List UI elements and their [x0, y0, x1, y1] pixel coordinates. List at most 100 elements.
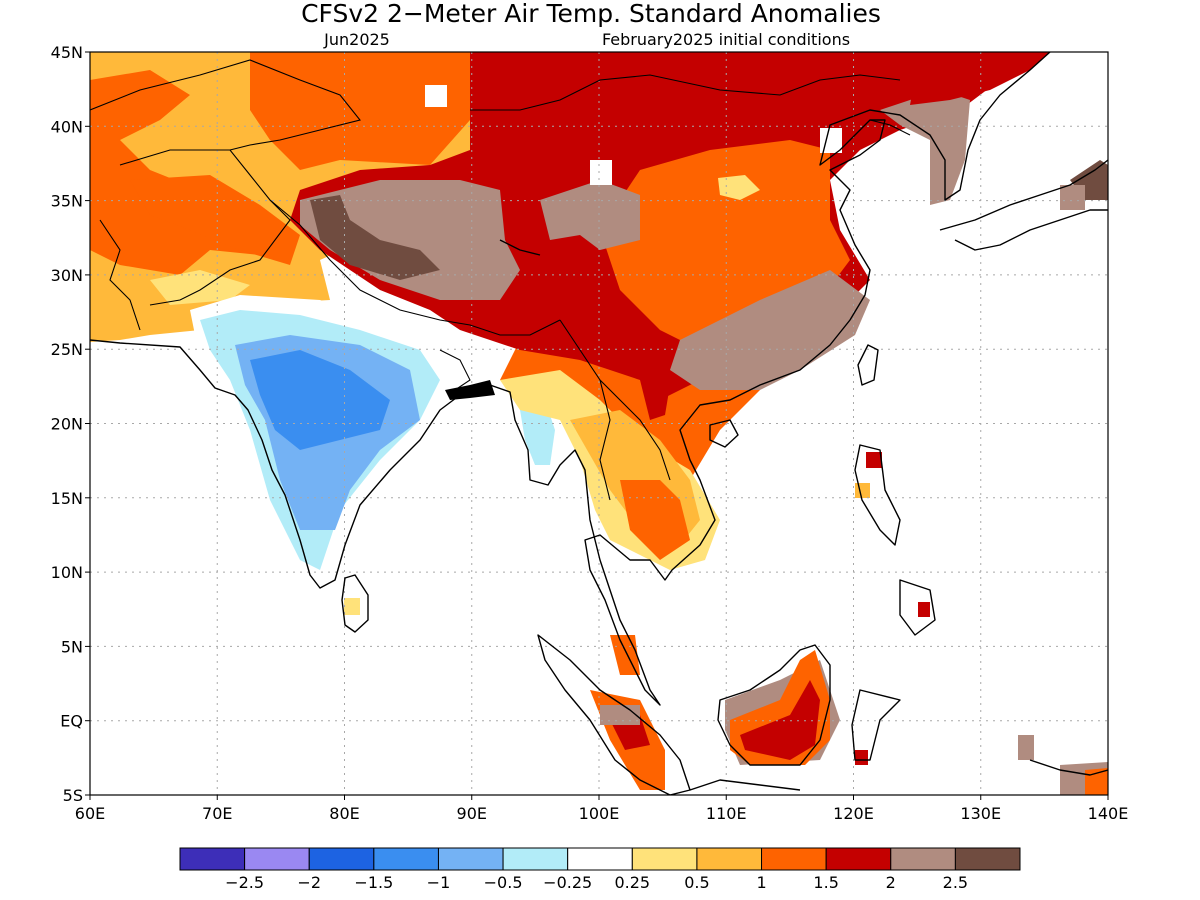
coastline-hainan: [709, 419, 739, 448]
border-indochina: [559, 319, 671, 501]
coastline-java: [689, 779, 801, 791]
anomaly-region-darkred-luzon: [866, 452, 882, 468]
colorbar-swatch: [567, 847, 633, 871]
colorbar-label: 0.25: [614, 873, 650, 892]
anomaly-region-darkbrown-tibet: [310, 195, 440, 280]
anomaly-region-darkred-mindanao: [918, 602, 930, 617]
longitude-axis: 60E 70E 80E 90E 100E 110E 120E 130E 140E: [75, 795, 1129, 823]
coastlines: [90, 52, 1108, 795]
border-afghanistan: [119, 149, 291, 306]
lon-tick-label: 90E: [457, 804, 487, 823]
anomaly-region-darkred-manchuria: [910, 52, 1050, 105]
lon-tick-label: 60E: [75, 804, 105, 823]
colorbar-label: 0.5: [684, 873, 709, 892]
lat-tick-label: 15N: [51, 489, 83, 508]
anomaly-region-brown-moluccas: [1018, 735, 1034, 760]
anomaly-region-darkred-sulawesi: [855, 750, 868, 765]
colorbar-swatch: [244, 847, 310, 871]
colorbar-label: 2: [886, 873, 896, 892]
coastline-mainland: [90, 52, 1051, 706]
initial-conditions: February2025 initial conditions: [602, 30, 850, 49]
coastline-luzon: [854, 444, 901, 546]
anomaly-region-brown-south-china: [670, 270, 870, 390]
border-korea: [869, 119, 911, 136]
colorbar-swatch: [308, 847, 375, 871]
lat-tick-label: 20N: [51, 415, 83, 434]
colorbar-swatch: [179, 847, 246, 871]
coastline-srilanka: [341, 574, 369, 633]
anomaly-region-lightorange-luzon: [855, 483, 870, 498]
lat-tick-label: 30N: [51, 266, 83, 285]
anomaly-region-orange-afghan: [130, 175, 300, 265]
lon-tick-label: 100E: [579, 804, 620, 823]
colorbar-label: 1: [756, 873, 766, 892]
anomaly-region-yellow-west: [150, 270, 250, 305]
no-data-cell: [820, 128, 842, 153]
colorbar-label: −1: [427, 873, 451, 892]
colorbar-label: 1.5: [813, 873, 838, 892]
anomaly-region-brown-tibet: [300, 180, 520, 300]
anomaly-region-orange-indochina: [620, 480, 690, 560]
lon-tick-label: 110E: [706, 804, 747, 823]
anomaly-region-yellow-spot: [718, 175, 760, 200]
anomaly-region-orange-newguinea: [1085, 768, 1108, 795]
anomaly-region-brown-korea: [880, 90, 970, 205]
no-data-cell: [425, 85, 447, 107]
border-iran-pakistan: [99, 219, 141, 331]
country-borders: [90, 59, 911, 501]
colorbar-swatch: [696, 847, 763, 871]
coastline-borneo: [717, 644, 831, 766]
lat-tick-label: 35N: [51, 192, 83, 211]
figure-title: CFSv2 2−Meter Air Temp. Standard Anomali…: [301, 0, 881, 28]
ganges-delta: [445, 380, 495, 400]
lon-tick-label: 80E: [329, 804, 359, 823]
border-india-bangladesh: [439, 349, 471, 391]
forecast-month: Jun2025: [323, 30, 390, 49]
coastline-japan: [939, 159, 1108, 251]
anomaly-region-brown-sumatra: [600, 705, 640, 725]
no-data-cell: [590, 160, 612, 185]
colorbar-label: −0.25: [543, 873, 592, 892]
colorbar-swatch: [437, 847, 504, 871]
lon-tick-label: 130E: [960, 804, 1001, 823]
lat-tick-label: 10N: [51, 563, 83, 582]
colorbar-label: −0.5: [484, 873, 523, 892]
colorbar-label: −2: [297, 873, 321, 892]
coastline-lake-tibet: [499, 239, 541, 256]
anomaly-region-blue-india: [250, 350, 390, 450]
anomaly-region-darkred-indochina: [640, 380, 670, 420]
anomaly-region-darkred-borneo: [740, 680, 820, 760]
colorbar-label: −2.5: [225, 873, 264, 892]
map-area: [90, 52, 1108, 795]
colorbar-swatch: [502, 847, 569, 871]
border-mongolia: [470, 74, 901, 111]
border-central-asia: [90, 59, 361, 151]
anomaly-region-brown-japan-light: [1060, 185, 1085, 210]
colorbar-swatch: [825, 847, 892, 871]
lat-tick-label: 40N: [51, 117, 83, 136]
colorbar-swatch: [373, 847, 439, 871]
anomaly-region-brown-sichuan: [540, 180, 640, 250]
lon-tick-label: 70E: [202, 804, 232, 823]
lat-tick-label: 25N: [51, 340, 83, 359]
coastline-sumatra: [537, 634, 691, 795]
colorbar-label: −1.5: [354, 873, 393, 892]
colorbar: −2.5 −2 −1.5 −1 −0.5 −0.25 0.25 0.5 1 1.5 2 2.5: [179, 847, 1021, 892]
lon-tick-label: 120E: [833, 804, 874, 823]
lat-tick-label: EQ: [60, 712, 83, 731]
coastline-sulawesi: [851, 689, 901, 761]
anomaly-region-yellow-srilanka: [344, 598, 360, 615]
map-gridlines: [90, 52, 1108, 795]
coastline-taiwan: [857, 344, 879, 386]
lat-tick-label: 45N: [51, 43, 83, 62]
lat-tick-label: 5N: [61, 637, 83, 656]
colorbar-swatch: [890, 847, 956, 871]
anomaly-region-orange-central: [250, 52, 470, 170]
lon-tick-label: 140E: [1088, 804, 1129, 823]
latitude-axis: 45N 40N 35N 30N 25N 20N 15N 10N 5N EQ 5S: [51, 43, 90, 805]
colorbar-swatch: [761, 847, 827, 871]
colorbar-label: 2.5: [943, 873, 968, 892]
colorbar-swatch: [954, 847, 1021, 871]
lat-tick-label: 5S: [63, 786, 83, 805]
border-himalaya: [269, 199, 561, 336]
